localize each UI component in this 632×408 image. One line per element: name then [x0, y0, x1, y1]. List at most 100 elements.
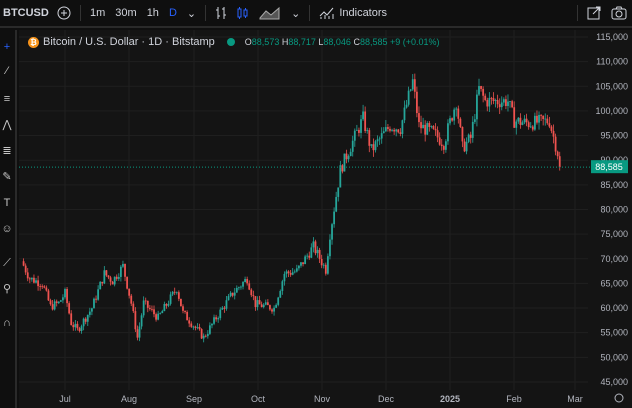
candle — [345, 153, 348, 160]
candle — [511, 101, 514, 108]
fib-retracement-icon[interactable]: ≡ — [3, 93, 11, 105]
fullscreen-popout-icon[interactable] — [582, 0, 606, 27]
candle — [517, 117, 520, 122]
y-tick-label: 110,000 — [596, 57, 628, 67]
y-tick-label: 45,000 — [600, 377, 628, 387]
candle — [407, 90, 410, 105]
candle — [287, 271, 290, 274]
emoji-icon[interactable]: ☺ — [1, 223, 13, 235]
x-tick-label: 2025 — [440, 394, 460, 404]
candle — [527, 122, 530, 128]
candle — [266, 302, 269, 306]
chart-type-chevron-icon[interactable]: ⌄ — [291, 7, 301, 20]
candle — [136, 329, 139, 338]
candle — [37, 280, 39, 287]
candle — [312, 241, 315, 248]
indicators-label: Indicators — [339, 7, 388, 19]
area-chart-icon[interactable] — [254, 0, 286, 27]
candle — [113, 276, 116, 285]
candle — [467, 134, 470, 142]
candle — [434, 128, 437, 131]
zoom-in-icon[interactable]: ⚲ — [2, 283, 12, 295]
chart-pane[interactable] — [19, 30, 632, 408]
candle — [500, 102, 503, 108]
candle — [59, 300, 62, 302]
bars-icon[interactable] — [210, 0, 232, 27]
candle — [442, 146, 445, 150]
candle — [490, 97, 493, 99]
candle — [101, 281, 104, 284]
interval-d[interactable]: D — [168, 7, 177, 19]
candle — [196, 327, 199, 328]
candle — [308, 255, 311, 258]
interval-1h[interactable]: 1h — [146, 7, 159, 19]
market-status-icon[interactable] — [226, 38, 235, 46]
candle — [221, 307, 224, 310]
candle — [349, 151, 352, 157]
text-tool-icon[interactable]: T — [3, 197, 11, 209]
interval-30m[interactable]: 30m — [115, 7, 137, 19]
candle — [558, 156, 561, 168]
magnet-icon[interactable]: ∩ — [3, 317, 11, 329]
candle — [26, 272, 29, 279]
candle — [382, 131, 385, 134]
indicators-button[interactable]: Indicators — [314, 0, 392, 27]
drawing-toolbar: + ⁄ ≡ ⋀ ≣ ✎ T ☺ ⟋ ⚲ ∩ — [0, 30, 17, 408]
candle — [200, 329, 203, 339]
candle — [416, 91, 418, 114]
candle — [45, 287, 48, 291]
x-tick-label: Oct — [251, 394, 266, 404]
candle — [76, 323, 79, 329]
y-tick-label: 50,000 — [600, 352, 628, 362]
interval-dropdown-chevron-icon[interactable]: ⌄ — [186, 7, 197, 20]
crosshair-icon[interactable]: + — [3, 41, 11, 53]
candle — [304, 256, 307, 265]
candle — [86, 314, 89, 322]
candle — [97, 289, 100, 300]
camera-snapshot-icon[interactable] — [606, 0, 632, 27]
candle — [148, 307, 151, 309]
candle — [49, 300, 52, 305]
candle — [130, 295, 133, 304]
candle — [66, 289, 68, 304]
candle — [55, 301, 58, 304]
pattern-icon[interactable]: ⋀ — [2, 119, 12, 131]
projection-icon[interactable]: ≣ — [2, 145, 12, 157]
candle — [418, 113, 420, 123]
candle — [231, 292, 234, 296]
candle — [28, 278, 31, 280]
candle — [35, 280, 37, 283]
divider — [309, 5, 311, 21]
symbol-search[interactable]: BTCUSD — [3, 7, 49, 19]
last-price-badge — [591, 160, 628, 174]
compare-add-icon[interactable] — [52, 0, 76, 27]
candle — [43, 286, 46, 288]
candle — [260, 304, 263, 308]
settings-gear-icon[interactable] — [614, 393, 624, 403]
candle — [546, 118, 549, 124]
candle — [505, 99, 507, 107]
candle — [391, 129, 393, 131]
candle — [140, 315, 143, 327]
candle — [463, 141, 466, 152]
candle — [525, 118, 528, 123]
candle — [372, 144, 375, 151]
candle — [298, 265, 300, 269]
candle — [556, 151, 559, 157]
candle — [368, 130, 371, 146]
candle — [240, 286, 242, 288]
candle — [57, 301, 60, 304]
interval-1m[interactable]: 1m — [90, 7, 106, 19]
brush-icon[interactable]: ✎ — [2, 171, 12, 183]
candle — [206, 333, 209, 337]
trend-line-icon[interactable]: ⁄ — [6, 65, 8, 77]
ruler-icon[interactable]: ⟋ — [3, 257, 11, 269]
y-tick-label: 100,000 — [595, 106, 628, 116]
candles-icon[interactable] — [232, 0, 254, 27]
x-tick-label: Sep — [186, 394, 202, 404]
candle — [93, 298, 95, 309]
ohlc-values: O88,573 H88,717 L88,046 C88,585 +9 (+0.0… — [244, 37, 440, 47]
candle — [509, 101, 511, 103]
y-tick-label: 70,000 — [600, 254, 628, 264]
